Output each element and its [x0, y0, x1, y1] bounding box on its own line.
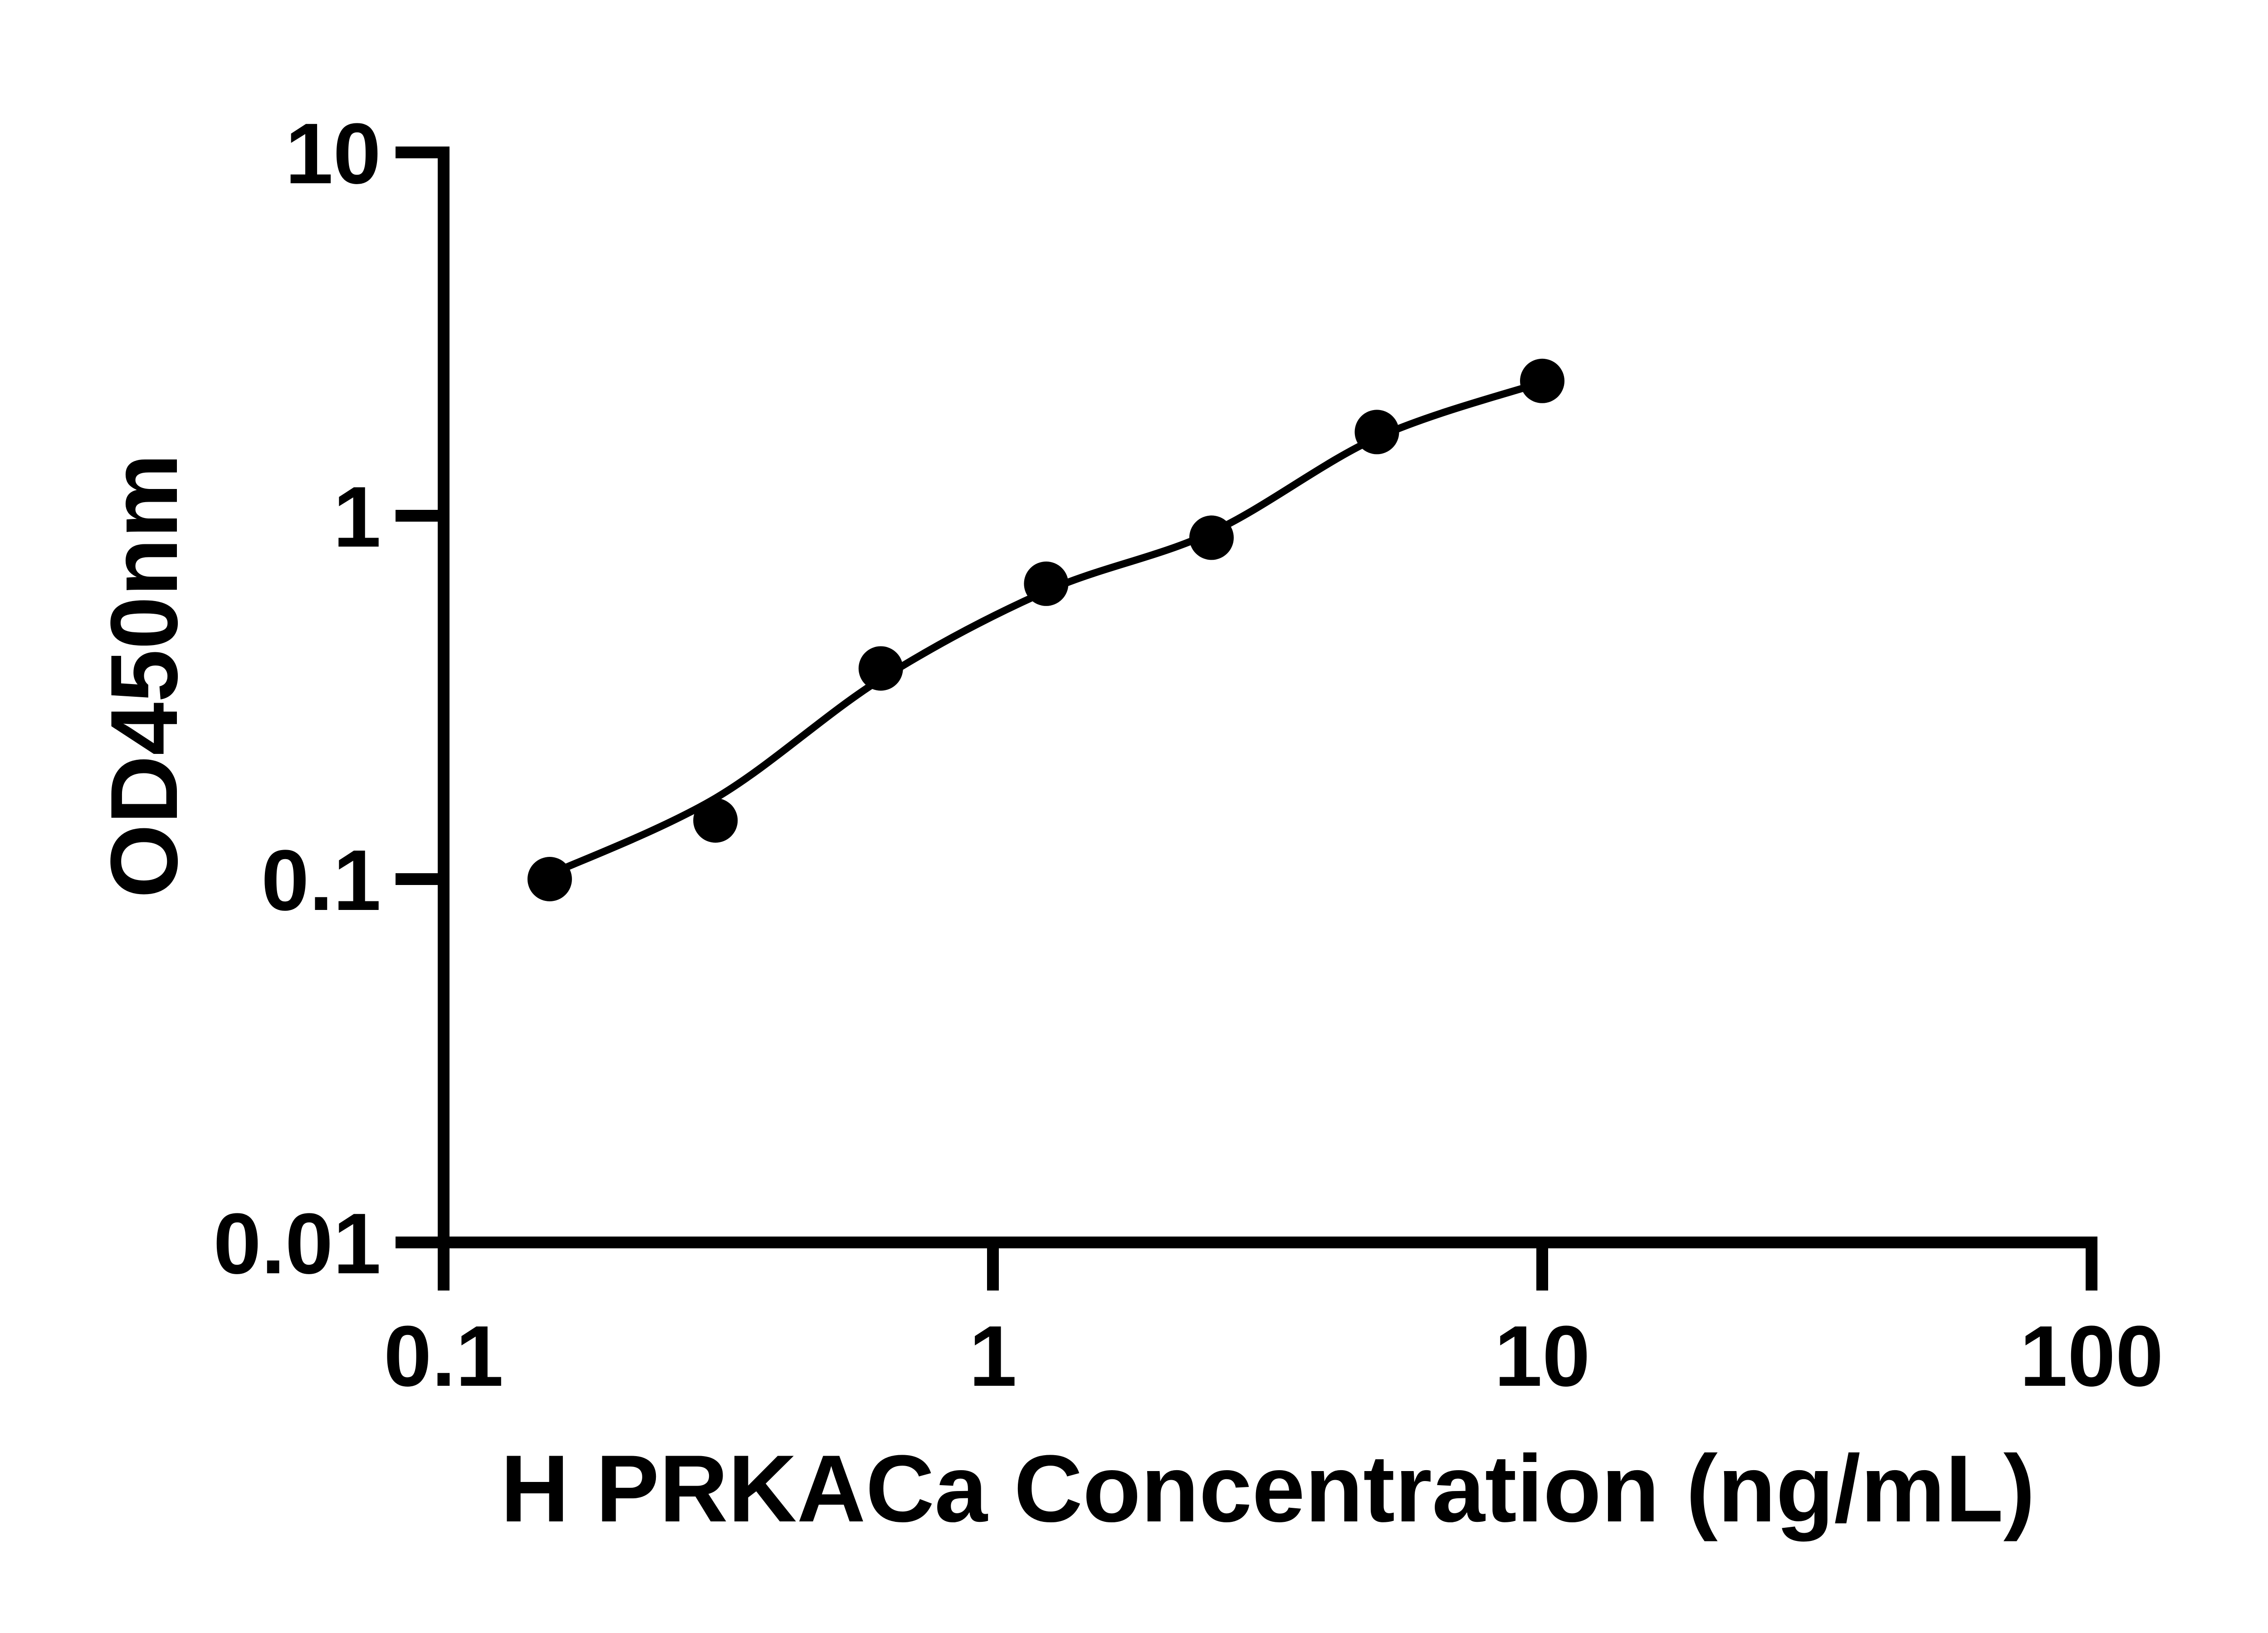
y-axis-title: OD450nm [91, 454, 197, 898]
y-tick-label: 0.01 [213, 1196, 381, 1292]
data-point [1354, 410, 1399, 455]
trend-line [546, 378, 1546, 878]
x-tick-label: 100 [2019, 1308, 2163, 1404]
data-point [1024, 561, 1069, 606]
x-tick-label: 1 [969, 1308, 1017, 1404]
x-tick-label: 10 [1494, 1308, 1590, 1404]
y-tick-label: 1 [333, 469, 381, 565]
y-tick-label: 10 [285, 106, 381, 202]
data-point [1189, 515, 1234, 560]
data-point [1520, 358, 1564, 403]
y-tick-label: 0.1 [261, 832, 381, 929]
data-point [858, 646, 903, 691]
x-axis-title: H PRKACa Concentration (ng/mL) [500, 1435, 2035, 1542]
x-tick-label: 0.1 [384, 1308, 503, 1404]
data-point [527, 857, 572, 901]
data-point [693, 798, 738, 843]
